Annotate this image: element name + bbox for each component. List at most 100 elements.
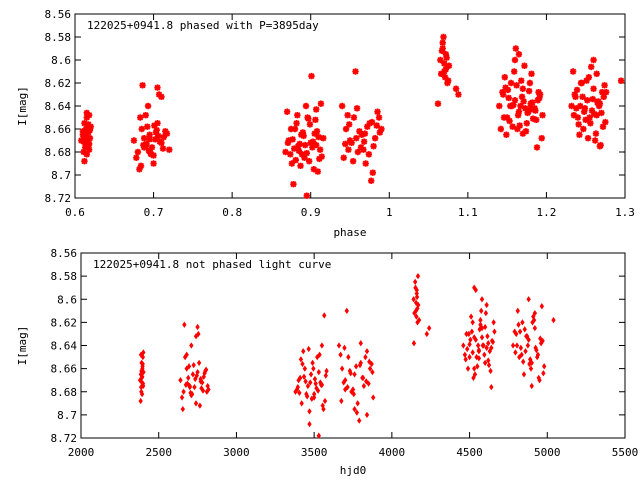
data-point — [81, 132, 88, 140]
data-point — [316, 146, 324, 153]
data-point — [445, 77, 452, 84]
data-point — [357, 362, 363, 369]
data-point — [338, 351, 343, 358]
data-point — [500, 114, 508, 121]
data-point — [568, 102, 575, 110]
data-point — [539, 112, 546, 119]
x-tick-label: 5500 — [612, 446, 639, 459]
data-point — [150, 160, 157, 167]
data-point — [193, 333, 199, 340]
data-point — [579, 93, 586, 100]
data-point — [301, 154, 308, 161]
data-point — [599, 89, 606, 96]
data-point — [297, 389, 302, 397]
data-point — [470, 349, 475, 356]
data-point — [195, 323, 200, 331]
data-point — [533, 344, 538, 351]
data-point — [592, 130, 600, 137]
x-tick-label: 3000 — [223, 446, 250, 459]
y-tick-label: 8.66 — [51, 363, 78, 376]
data-point — [470, 319, 475, 326]
data-point — [346, 353, 351, 361]
data-point — [479, 296, 485, 303]
data-point — [542, 363, 547, 370]
data-point — [154, 120, 161, 127]
data-point — [573, 86, 581, 94]
data-point — [194, 372, 199, 379]
x-tick-label: 0.6 — [65, 206, 85, 219]
data-point — [140, 373, 145, 380]
data-point — [586, 114, 593, 121]
y-axis-label: I[mag] — [16, 86, 29, 126]
data-point — [342, 140, 349, 148]
data-point — [342, 344, 347, 351]
data-point — [510, 101, 517, 109]
data-point — [489, 383, 494, 391]
data-point — [181, 388, 186, 395]
data-point — [523, 120, 530, 127]
x-tick-label: 1 — [386, 206, 393, 219]
data-point — [485, 333, 490, 340]
data-point — [184, 351, 189, 358]
data-point — [313, 380, 318, 387]
y-tick-label: 8.58 — [51, 270, 78, 283]
data-point — [344, 307, 349, 314]
data-point — [302, 102, 310, 110]
data-point — [491, 319, 496, 326]
data-point — [322, 397, 328, 405]
data-point — [486, 340, 491, 347]
data-point — [528, 70, 535, 77]
data-point — [139, 82, 146, 89]
data-point — [316, 368, 321, 376]
data-point — [574, 114, 582, 121]
data-point — [311, 365, 316, 372]
x-axis-label: hjd0 — [340, 464, 367, 477]
data-point — [312, 116, 319, 123]
data-point — [187, 383, 192, 391]
data-point — [316, 432, 321, 439]
data-point — [474, 353, 479, 361]
x-tick-label: 1.1 — [458, 206, 478, 219]
y-tick-label: 8.7 — [51, 169, 71, 182]
data-point — [486, 357, 491, 364]
data-point — [360, 374, 366, 382]
data-point — [151, 122, 158, 129]
data-point — [526, 296, 531, 303]
data-point — [467, 353, 472, 361]
data-point — [480, 342, 485, 349]
data-point — [302, 141, 309, 149]
data-point — [79, 128, 87, 135]
data-point — [461, 342, 466, 349]
data-point — [354, 409, 360, 416]
data-point — [201, 373, 206, 380]
data-point — [424, 330, 429, 338]
data-point — [140, 380, 146, 387]
data-point — [138, 125, 145, 133]
data-point — [358, 131, 365, 138]
data-point — [538, 135, 545, 142]
data-point — [437, 56, 444, 64]
data-point — [340, 154, 347, 161]
data-point — [516, 321, 521, 328]
data-point — [298, 151, 306, 158]
data-point — [303, 378, 308, 385]
data-point — [414, 313, 419, 320]
data-point — [290, 181, 297, 188]
data-point — [85, 121, 92, 128]
data-point — [139, 390, 145, 398]
data-point — [476, 355, 482, 362]
data-point — [513, 349, 518, 356]
data-point — [590, 56, 597, 64]
data-point — [306, 345, 311, 353]
data-point — [133, 154, 140, 161]
data-point — [134, 148, 142, 156]
data-point — [472, 365, 477, 372]
data-point — [533, 116, 540, 123]
data-point — [413, 299, 419, 306]
data-point — [517, 328, 523, 335]
data-point — [475, 363, 480, 370]
phased-plot-panel: 8.56 8.58 8.6 8.62 8.64 8.66 8.68 8.7 8.720.6 0.7… — [16, 8, 635, 239]
data-point — [339, 365, 345, 372]
data-point — [438, 47, 446, 54]
data-point — [515, 108, 523, 115]
